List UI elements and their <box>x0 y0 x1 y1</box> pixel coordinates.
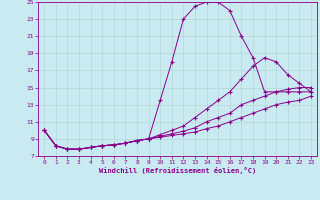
X-axis label: Windchill (Refroidissement éolien,°C): Windchill (Refroidissement éolien,°C) <box>99 167 256 174</box>
